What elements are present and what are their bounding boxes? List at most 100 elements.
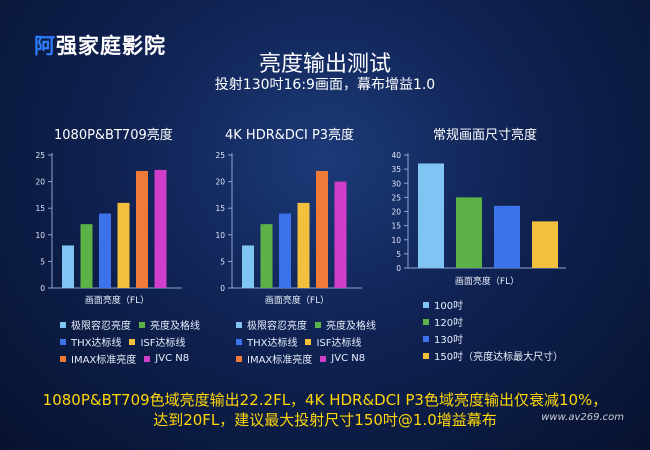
chart3-title: 常规画面尺寸亮度	[433, 128, 538, 143]
legend-label: 150吋（亮度达标最大尺寸）	[434, 352, 564, 363]
bar	[297, 202, 310, 288]
legend-item: THX达标线	[236, 334, 297, 349]
chart1-title: 1080P&BT709亮度	[54, 128, 173, 143]
y-tick-label: 25	[215, 151, 225, 160]
bar	[99, 213, 111, 288]
x-axis-label: 画面亮度（FL）	[455, 275, 519, 287]
bar	[62, 245, 74, 288]
legend-swatch	[423, 318, 429, 325]
y-tick-label: 0	[396, 264, 401, 273]
legend-swatch	[305, 338, 312, 345]
legend-label: 120吋	[434, 318, 464, 329]
legend-label: JVC N8	[331, 353, 366, 364]
y-tick-label: 0	[40, 284, 45, 293]
bar	[117, 202, 130, 288]
y-tick-label: 25	[35, 151, 45, 160]
bar	[154, 169, 167, 288]
legend-label: THX达标线	[247, 338, 298, 349]
legend-item: JVC N8	[320, 353, 365, 364]
bar	[334, 181, 347, 288]
y-tick-label: 15	[391, 222, 401, 231]
y-tick-label: 15	[215, 204, 225, 213]
y-tick-label: 5	[396, 250, 401, 259]
legend-item: 极限容忍亮度	[60, 317, 131, 332]
page-title: 亮度输出测试	[258, 52, 391, 77]
bar	[456, 197, 482, 268]
y-tick-label: 40	[391, 151, 401, 160]
x-axis-label: 画面亮度（FL）	[85, 294, 149, 306]
y-tick-label: 5	[220, 257, 225, 266]
legend-swatch	[139, 321, 145, 328]
legend-item: 150吋（亮度达标最大尺寸）	[423, 347, 563, 364]
page-subtitle: 投射130吋16:9画面，幕布增益1.0	[214, 77, 436, 93]
legend-label: 100吋	[434, 301, 464, 312]
bar	[418, 163, 444, 268]
chart2-title: 4K HDR&DCI P3亮度	[225, 128, 355, 143]
logo: 阿强家庭影院	[34, 30, 166, 60]
legend-swatch	[129, 338, 136, 345]
legend-swatch	[315, 321, 321, 328]
legend-item: IMAX标准亮度	[236, 351, 312, 366]
bar	[279, 213, 291, 288]
legend-label: 亮度及格线	[150, 321, 200, 332]
legend-item: JVC N8	[144, 353, 189, 364]
legend-item: ISF达标线	[129, 334, 186, 349]
legend-label: IMAX标准亮度	[71, 355, 137, 366]
logo-part2: 强家庭影院	[56, 34, 166, 58]
watermark: www.av269.com	[541, 412, 624, 423]
legend-item: 亮度及格线	[139, 317, 200, 332]
bar	[260, 224, 273, 288]
legend-item: 亮度及格线	[315, 317, 376, 332]
legend-swatch	[60, 355, 66, 362]
bar	[242, 245, 254, 288]
legend-swatch	[144, 355, 151, 362]
legend-label: THX达标线	[71, 338, 122, 349]
legend-label: ISF达标线	[316, 338, 362, 349]
bar	[80, 224, 93, 288]
legend-label: 极限容忍亮度	[247, 321, 307, 332]
caption-line2: 达到20FL，建议最大投射尺寸150吋@1.0增益幕布	[153, 411, 497, 429]
legend-item: 120吋	[423, 313, 563, 330]
y-tick-label: 0	[220, 284, 225, 293]
legend-swatch	[236, 338, 242, 345]
legend-label: 130吋	[434, 335, 464, 346]
legend-item: ISF达标线	[305, 334, 362, 349]
legend-label: ISF达标线	[140, 338, 186, 349]
legend-item: IMAX标准亮度	[60, 351, 136, 366]
y-tick-label: 10	[391, 236, 401, 245]
legend-swatch	[60, 321, 66, 328]
y-tick-label: 20	[35, 178, 45, 187]
logo-part1: 阿	[34, 34, 56, 58]
legend-swatch	[320, 355, 327, 362]
legend-item: THX达标线	[60, 334, 121, 349]
legend-swatch	[236, 355, 242, 362]
legend-swatch	[423, 352, 429, 359]
bar	[532, 221, 558, 268]
legend-item: 极限容忍亮度	[236, 317, 307, 332]
y-tick-label: 10	[215, 231, 225, 240]
legend-label: 极限容忍亮度	[71, 321, 131, 332]
legend-label: 亮度及格线	[326, 321, 376, 332]
x-axis-label: 画面亮度（FL）	[265, 294, 329, 306]
legend-swatch	[423, 301, 429, 308]
legend-swatch	[423, 335, 429, 342]
chart2-legend: 极限容忍亮度 亮度及格线 THX达标线 ISF达标线 IMAX标准亮度 JVC …	[236, 316, 384, 367]
legend-label: JVC N8	[155, 353, 190, 364]
y-tick-label: 20	[215, 178, 225, 187]
y-tick-label: 5	[40, 257, 45, 266]
y-tick-label: 20	[391, 208, 401, 217]
y-tick-label: 25	[391, 193, 401, 202]
legend-label: IMAX标准亮度	[247, 355, 313, 366]
y-tick-label: 35	[391, 165, 401, 174]
legend-item: 100吋	[423, 296, 563, 313]
chart3-legend: 100吋 120吋 130吋 150吋（亮度达标最大尺寸）	[423, 296, 571, 364]
legend-swatch	[60, 338, 66, 345]
legend-swatch	[236, 321, 242, 328]
caption: 1080P&BT709色域亮度输出22.2FL，4K HDR&DCI P3色域亮…	[0, 390, 650, 430]
caption-line1: 1080P&BT709色域亮度输出22.2FL，4K HDR&DCI P3色域亮…	[42, 391, 608, 409]
y-tick-label: 15	[35, 204, 45, 213]
bar	[136, 170, 148, 288]
bar	[316, 170, 328, 288]
bar	[494, 205, 520, 268]
